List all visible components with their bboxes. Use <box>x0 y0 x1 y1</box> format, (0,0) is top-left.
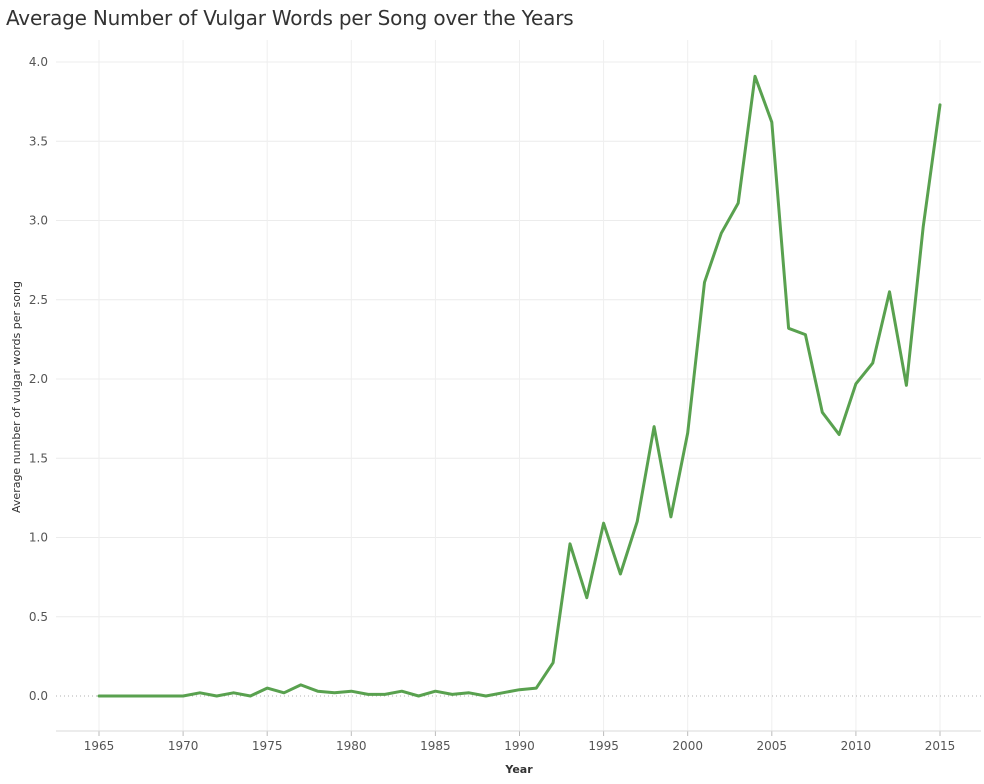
data-point <box>535 687 538 690</box>
data-point <box>871 362 874 365</box>
x-axis-title: Year <box>504 763 533 776</box>
data-point <box>669 515 672 518</box>
y-axis-title: Average number of vulgar words per song <box>10 281 23 513</box>
data-point <box>367 693 370 696</box>
data-point <box>333 691 336 694</box>
data-point <box>484 695 487 698</box>
data-point <box>569 542 572 545</box>
data-point <box>299 683 302 686</box>
y-axis: 0.0 0.5 1.0 1.5 2.0 2.5 3.0 3.5 4.0 <box>29 55 48 703</box>
data-point <box>737 202 740 205</box>
y-tick-label: 1.0 <box>29 531 48 545</box>
data-point <box>501 691 504 694</box>
data-point <box>854 382 857 385</box>
data-point <box>198 691 201 694</box>
data-point <box>148 695 151 698</box>
data-point <box>905 384 908 387</box>
data-point <box>182 695 185 698</box>
x-tick-label: 2015 <box>925 739 956 753</box>
y-tick-label: 3.5 <box>29 134 48 148</box>
data-point <box>552 661 555 664</box>
data-point <box>400 690 403 693</box>
x-tick-label: 1970 <box>168 739 199 753</box>
data-point <box>383 693 386 696</box>
y-tick-label: 2.5 <box>29 293 48 307</box>
data-point <box>316 690 319 693</box>
data-point <box>653 425 656 428</box>
y-tick-label: 4.0 <box>29 55 48 69</box>
y-tick-label: 2.0 <box>29 372 48 386</box>
x-tick-label: 1985 <box>420 739 451 753</box>
data-point <box>114 695 117 698</box>
data-point <box>266 687 269 690</box>
data-point <box>518 688 521 691</box>
x-tick-label: 2010 <box>841 739 872 753</box>
data-point <box>417 695 420 698</box>
data-point <box>602 522 605 525</box>
data-point <box>283 691 286 694</box>
data-point <box>232 691 235 694</box>
x-tick-label: 2005 <box>757 739 788 753</box>
data-point <box>434 690 437 693</box>
data-point <box>821 411 824 414</box>
data-point <box>249 695 252 698</box>
data-point <box>215 695 218 698</box>
y-tick-label: 0.0 <box>29 689 48 703</box>
y-tick-label: 3.0 <box>29 214 48 228</box>
data-point <box>720 232 723 235</box>
data-point <box>939 103 942 106</box>
data-point <box>787 327 790 330</box>
data-point <box>703 281 706 284</box>
x-tick-label: 1975 <box>252 739 283 753</box>
data-point <box>98 695 101 698</box>
data-point <box>468 691 471 694</box>
data-point <box>804 333 807 336</box>
data-point <box>131 695 134 698</box>
x-axis: 1965 1970 1975 1980 1985 1990 1995 2000 2005 2010… <box>56 730 981 753</box>
data-point <box>636 520 639 523</box>
data-point <box>451 693 454 696</box>
series-line <box>97 74 942 698</box>
x-tick-label: 2000 <box>672 739 703 753</box>
data-point <box>619 573 622 576</box>
x-tick-label: 1980 <box>336 739 367 753</box>
series-layer <box>97 74 942 698</box>
x-tick-label: 1995 <box>588 739 619 753</box>
y-tick-label: 0.5 <box>29 610 48 624</box>
chart-title: Average Number of Vulgar Words per Song … <box>6 6 574 30</box>
data-point <box>754 75 757 78</box>
data-point <box>585 596 588 599</box>
x-tick-label: 1990 <box>504 739 535 753</box>
data-point <box>165 695 168 698</box>
data-point <box>888 290 891 293</box>
y-tick-label: 1.5 <box>29 451 48 465</box>
data-point <box>350 690 353 693</box>
data-point <box>686 431 689 434</box>
data-point <box>922 225 925 228</box>
data-point <box>770 121 773 124</box>
x-tick-label: 1965 <box>84 739 115 753</box>
data-point <box>838 433 841 436</box>
grid <box>56 40 981 731</box>
